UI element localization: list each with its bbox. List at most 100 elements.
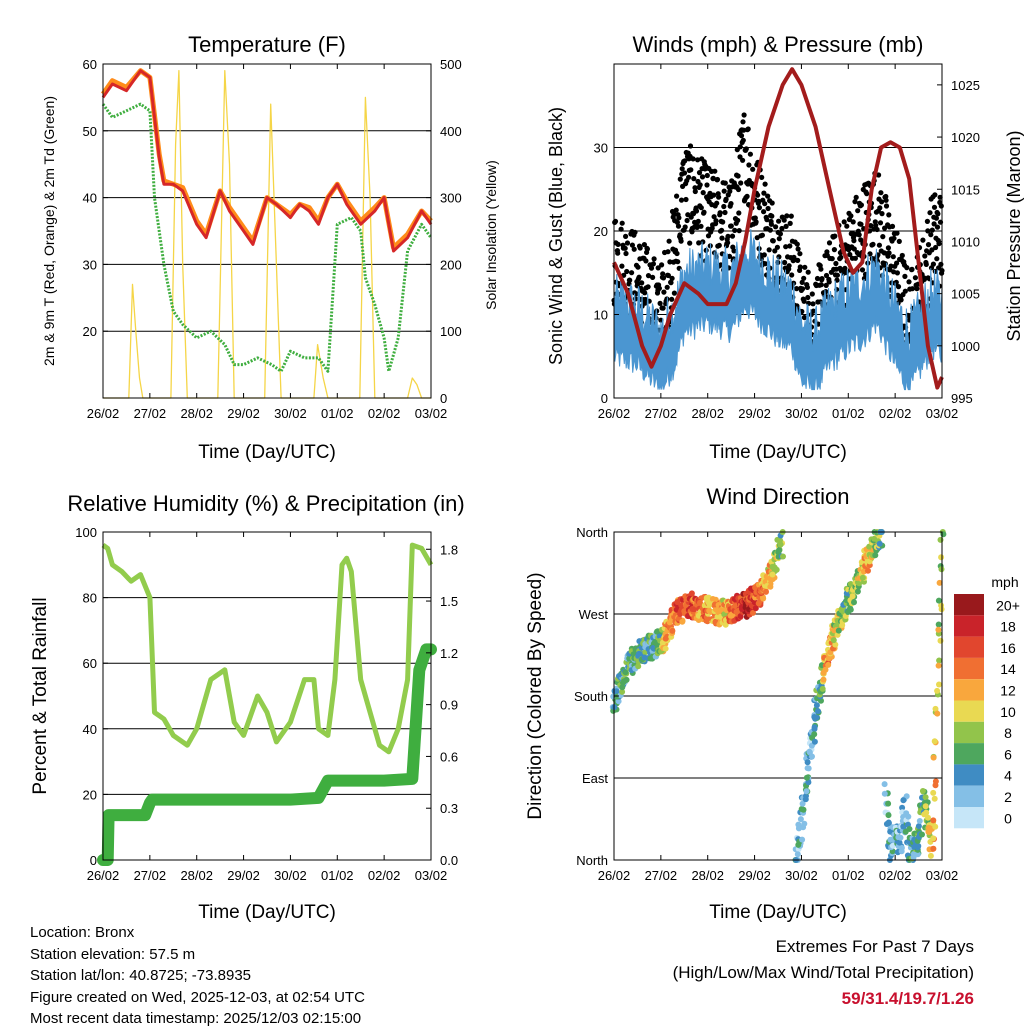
gust-point xyxy=(761,190,767,196)
gust-point xyxy=(874,226,880,233)
gust-point xyxy=(795,257,801,263)
y-tick-label: 80 xyxy=(83,591,97,606)
gust-point xyxy=(747,151,754,157)
gust-point xyxy=(823,289,829,295)
y-tick-label: 0 xyxy=(90,853,97,868)
gust-point xyxy=(678,197,685,203)
gust-point xyxy=(886,212,892,218)
gust-point xyxy=(764,217,770,223)
gust-point xyxy=(831,247,838,253)
direction-point xyxy=(752,605,759,612)
gust-point xyxy=(735,186,742,193)
gust-point xyxy=(879,199,885,205)
direction-point xyxy=(615,698,622,705)
legend-swatch xyxy=(954,594,984,616)
direction-point xyxy=(635,663,642,670)
gust-point xyxy=(765,205,771,212)
gust-point xyxy=(655,265,661,271)
gust-point xyxy=(644,246,651,252)
direction-point xyxy=(613,688,620,695)
x-tick-label: 02/02 xyxy=(879,868,912,883)
direction-point xyxy=(722,621,729,628)
gust-point xyxy=(804,284,811,290)
y-tick-label: North xyxy=(576,525,608,540)
legend-label: 12 xyxy=(1000,683,1016,699)
direction-point xyxy=(806,748,813,755)
gust-point xyxy=(904,265,910,271)
gust-point xyxy=(692,188,698,195)
direction-point xyxy=(903,793,910,800)
direction-point xyxy=(662,645,669,652)
direction-point xyxy=(804,765,811,772)
gust-point xyxy=(635,264,641,270)
gust-point xyxy=(716,194,722,200)
gust-point xyxy=(801,275,807,281)
gust-point xyxy=(645,273,652,279)
direction-point xyxy=(930,835,937,842)
direction-point xyxy=(931,795,938,802)
gust-point xyxy=(912,275,919,281)
direction-point xyxy=(936,681,942,688)
gust-point xyxy=(721,188,727,194)
gust-point xyxy=(629,242,636,248)
x-tick-label: 29/02 xyxy=(738,868,771,883)
gust-point xyxy=(698,205,704,211)
y-right-tick-label: 100 xyxy=(440,324,462,339)
direction-point xyxy=(881,790,888,797)
gust-point xyxy=(914,286,920,292)
figure-created: Figure created on Wed, 2025-12-03, at 02… xyxy=(30,988,365,1006)
direction-point xyxy=(803,774,810,781)
humidity-frame xyxy=(102,531,432,861)
humidity-xlabel: Time (Day/UTC) xyxy=(198,902,336,923)
gust-point xyxy=(883,197,889,203)
direction-point xyxy=(773,566,780,573)
temperature-xlabel: Time (Day/UTC) xyxy=(198,442,336,463)
y-right-tick-label: 1015 xyxy=(951,182,980,197)
gust-point xyxy=(668,280,674,286)
gust-point xyxy=(660,275,667,281)
gust-point xyxy=(769,213,775,219)
gust-point xyxy=(829,256,835,262)
x-tick-label: 03/02 xyxy=(415,406,448,421)
gust-point xyxy=(934,224,941,230)
gust-point xyxy=(738,180,744,186)
x-tick-label: 01/02 xyxy=(321,868,354,883)
direction-point xyxy=(847,605,854,612)
gust-point xyxy=(698,223,704,229)
direction-point xyxy=(930,789,937,796)
humidity-panel: Relative Humidity (%) & Precipitation (i… xyxy=(30,491,465,923)
direction-point xyxy=(938,554,945,561)
x-tick-label: 27/02 xyxy=(134,406,167,421)
gust-point xyxy=(891,235,897,241)
gust-point xyxy=(933,215,940,221)
x-tick-label: 30/02 xyxy=(785,868,818,883)
gust-point xyxy=(667,259,673,265)
gust-point xyxy=(794,241,800,247)
gust-point xyxy=(783,223,789,229)
gust-point xyxy=(870,241,876,247)
gust-point xyxy=(920,237,926,243)
direction-point xyxy=(881,781,888,788)
gust-point xyxy=(876,172,882,178)
gust-point xyxy=(818,266,824,272)
gust-point xyxy=(639,280,645,286)
gust-point xyxy=(686,174,692,180)
gust-point xyxy=(635,281,641,287)
gust-point xyxy=(852,199,858,205)
direction-point xyxy=(859,574,866,581)
gust-point xyxy=(877,220,884,226)
humidity-title: Relative Humidity (%) & Precipitation (i… xyxy=(67,491,464,516)
gust-point xyxy=(909,286,916,292)
direction-point xyxy=(803,788,810,795)
humidity-series xyxy=(97,542,437,866)
gust-point xyxy=(761,252,767,258)
gust-point xyxy=(752,215,758,221)
x-tick-label: 30/02 xyxy=(274,868,307,883)
direction-point xyxy=(872,552,879,559)
gust-point xyxy=(666,238,672,244)
gust-point xyxy=(688,167,694,173)
gust-point xyxy=(896,238,902,244)
gust-point xyxy=(759,174,765,180)
legend-label: 10 xyxy=(1000,704,1016,720)
gust-point xyxy=(624,240,631,246)
